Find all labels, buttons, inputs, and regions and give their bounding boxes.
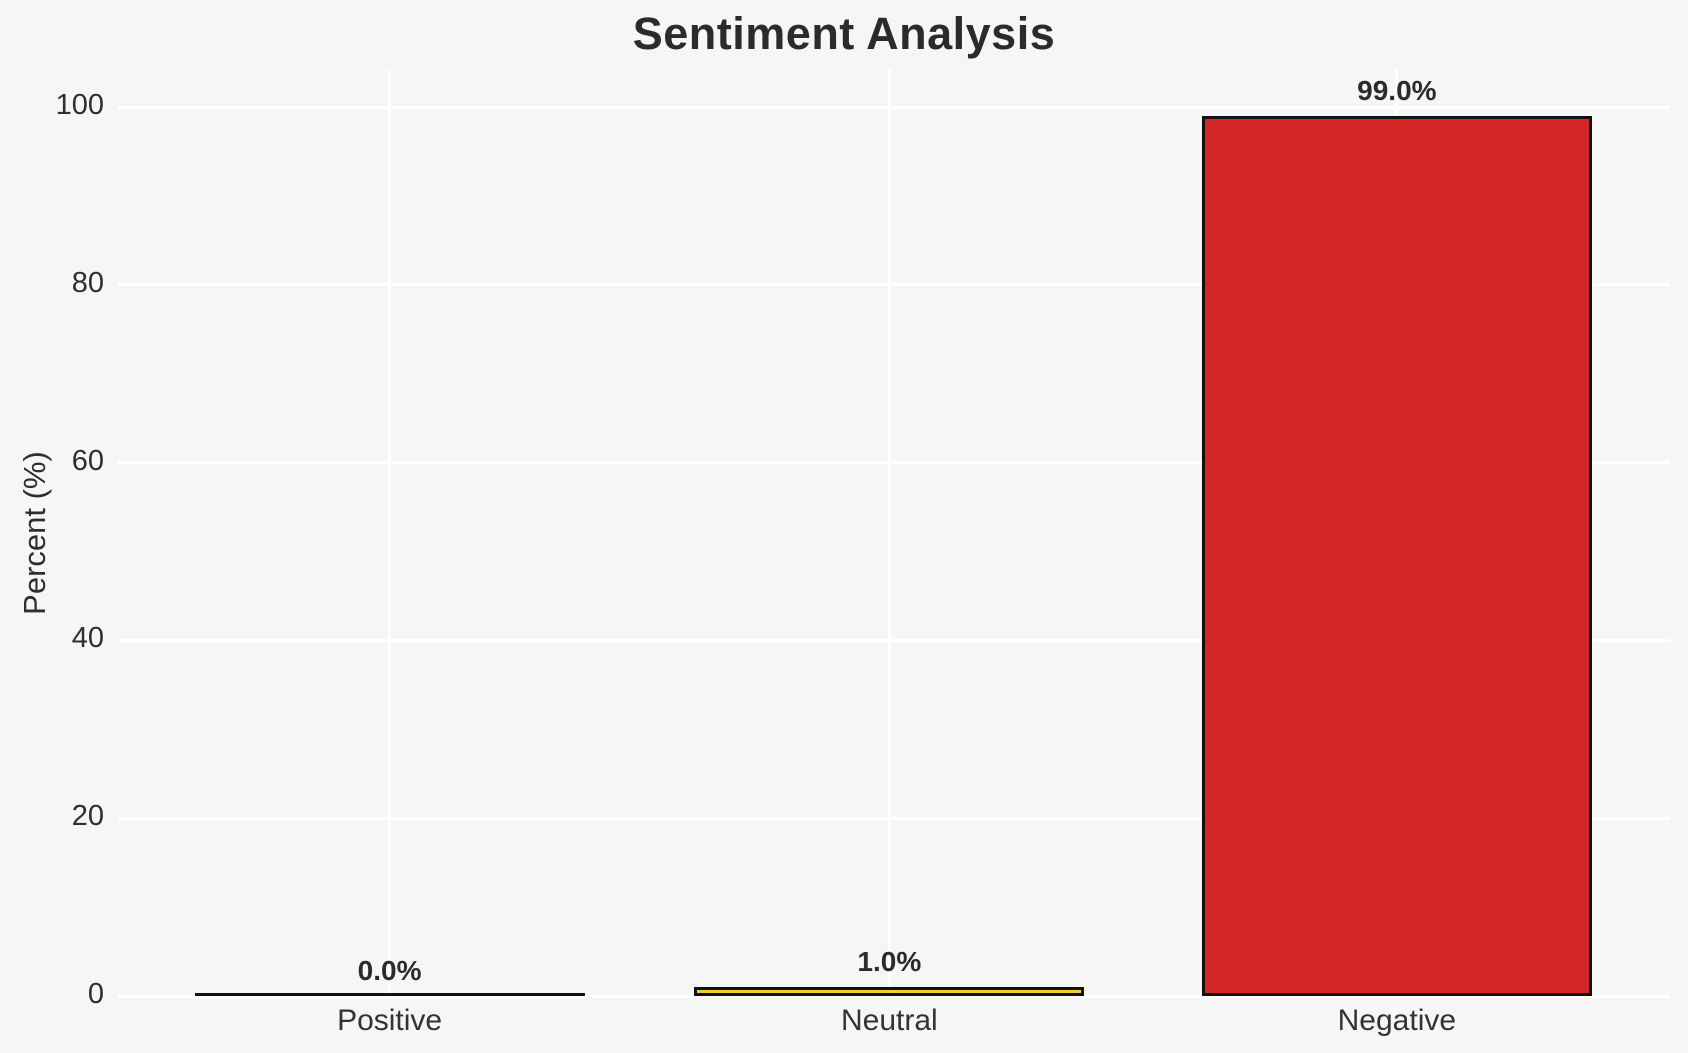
- x-tick-label-positive: Positive: [337, 1004, 443, 1037]
- y-tick-label-20: 20: [71, 800, 104, 833]
- y-tick-label-80: 80: [71, 266, 104, 299]
- gridline-vertical: [887, 70, 891, 996]
- y-tick-label-60: 60: [71, 444, 104, 477]
- gridline-horizontal: [118, 638, 1670, 642]
- bar-neutral: [694, 987, 1085, 996]
- gridline-horizontal: [118, 994, 1670, 998]
- gridline-horizontal: [118, 105, 1670, 109]
- y-tick-label-100: 100: [55, 89, 104, 121]
- bar-value-label-positive: 0.0%: [357, 955, 422, 986]
- bar-value-label-neutral: 1.0%: [857, 946, 922, 977]
- y-tick-label-0: 0: [87, 978, 104, 1010]
- gridline-horizontal: [118, 461, 1670, 465]
- bar-value-label-negative: 99.0%: [1357, 75, 1437, 106]
- x-tick-label-negative: Negative: [1337, 1004, 1457, 1037]
- gridline-horizontal: [118, 283, 1670, 287]
- chart-title: Sentiment Analysis: [632, 8, 1056, 59]
- x-tick-label-neutral: Neutral: [840, 1004, 938, 1037]
- y-tick-label-40: 40: [71, 622, 104, 655]
- gridline-horizontal: [118, 816, 1670, 820]
- bar-positive: [194, 993, 585, 996]
- bar-negative: [1201, 116, 1592, 996]
- gridline-vertical: [388, 70, 392, 996]
